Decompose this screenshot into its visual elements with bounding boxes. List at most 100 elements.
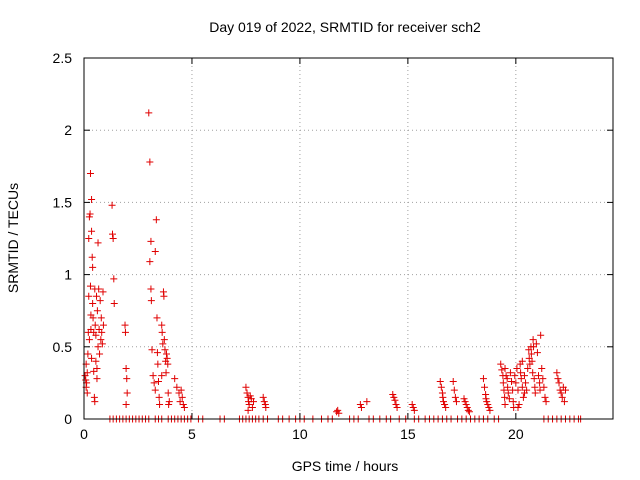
data-point xyxy=(148,346,156,354)
data-point xyxy=(151,386,159,394)
data-point xyxy=(164,360,172,368)
data-point xyxy=(86,210,94,218)
data-point xyxy=(88,196,96,204)
data-point xyxy=(151,247,159,255)
data-point xyxy=(439,393,447,401)
data-point xyxy=(465,408,473,416)
data-point xyxy=(539,375,547,383)
data-point xyxy=(158,321,166,329)
data-point xyxy=(514,386,522,394)
data-point xyxy=(486,406,494,414)
data-point xyxy=(542,398,550,406)
data-point xyxy=(84,350,92,358)
data-point xyxy=(85,336,93,344)
y-tick-label: 0 xyxy=(64,411,72,427)
data-point xyxy=(504,389,512,397)
y-tick-label: 2 xyxy=(64,122,72,138)
data-point xyxy=(500,386,508,394)
data-point xyxy=(152,216,160,224)
data-point xyxy=(93,375,101,383)
data-point xyxy=(154,377,162,385)
data-point xyxy=(85,292,93,300)
data-point xyxy=(335,409,343,417)
data-point xyxy=(176,398,184,406)
data-point xyxy=(88,227,96,235)
data-point xyxy=(85,235,93,242)
data-point xyxy=(535,372,543,380)
data-point xyxy=(180,403,188,411)
data-point xyxy=(149,372,157,380)
data-point xyxy=(436,377,444,385)
data-point xyxy=(110,275,118,283)
data-point xyxy=(464,406,472,414)
data-point xyxy=(147,237,155,245)
data-point xyxy=(460,395,468,403)
data-point xyxy=(94,343,102,351)
data-point xyxy=(501,393,509,401)
data-point xyxy=(541,393,549,401)
data-point xyxy=(153,314,161,322)
data-point xyxy=(517,375,525,383)
data-point xyxy=(163,354,171,362)
data-point xyxy=(123,375,131,383)
data-point xyxy=(89,314,97,322)
data-point xyxy=(89,299,97,307)
data-point xyxy=(515,401,523,409)
data-point xyxy=(98,328,106,336)
data-point xyxy=(96,297,104,305)
data-point xyxy=(162,350,170,358)
data-point xyxy=(508,377,516,385)
data-point xyxy=(391,396,399,404)
data-point xyxy=(88,253,96,261)
data-point xyxy=(503,375,511,383)
data-point xyxy=(501,401,509,409)
data-point xyxy=(90,367,98,375)
data-point xyxy=(462,401,470,409)
data-point xyxy=(158,328,166,336)
data-point xyxy=(249,398,257,406)
data-point xyxy=(156,401,164,409)
data-point xyxy=(86,170,94,178)
data-point xyxy=(83,389,91,397)
data-point xyxy=(514,403,522,411)
data-point xyxy=(483,398,491,406)
data-point xyxy=(452,398,460,406)
data-point xyxy=(461,398,469,406)
data-point xyxy=(260,398,268,406)
data-point xyxy=(244,406,252,414)
data-point xyxy=(145,109,153,117)
data-point xyxy=(92,331,100,339)
chart-title: Day 019 of 2022, SRMTID for receiver sch… xyxy=(209,19,481,35)
data-point xyxy=(93,364,101,372)
data-point xyxy=(99,321,107,329)
data-point xyxy=(450,386,458,394)
data-point xyxy=(528,357,536,365)
data-point xyxy=(451,393,459,401)
data-point xyxy=(561,386,569,394)
data-point xyxy=(123,389,131,397)
data-point xyxy=(155,393,163,401)
data-point xyxy=(440,398,448,406)
data-point xyxy=(479,375,487,383)
y-tick-label: 1.5 xyxy=(53,194,73,210)
data-point xyxy=(517,369,525,377)
data-point xyxy=(109,230,117,238)
data-point xyxy=(538,364,546,372)
data-point xyxy=(86,282,94,290)
data-point xyxy=(91,398,99,406)
data-point xyxy=(555,379,563,387)
data-point xyxy=(160,336,168,344)
data-point xyxy=(121,321,129,329)
data-point xyxy=(173,383,181,391)
data-point xyxy=(536,379,544,387)
x-tick-label: 15 xyxy=(400,426,416,442)
data-point xyxy=(498,366,506,374)
data-point xyxy=(558,393,566,401)
data-point xyxy=(529,336,537,344)
x-tick-label: 20 xyxy=(508,426,524,442)
data-point xyxy=(520,372,528,380)
plot-frame xyxy=(83,57,614,420)
x-tick-label: 0 xyxy=(80,426,88,442)
data-point xyxy=(146,158,154,166)
